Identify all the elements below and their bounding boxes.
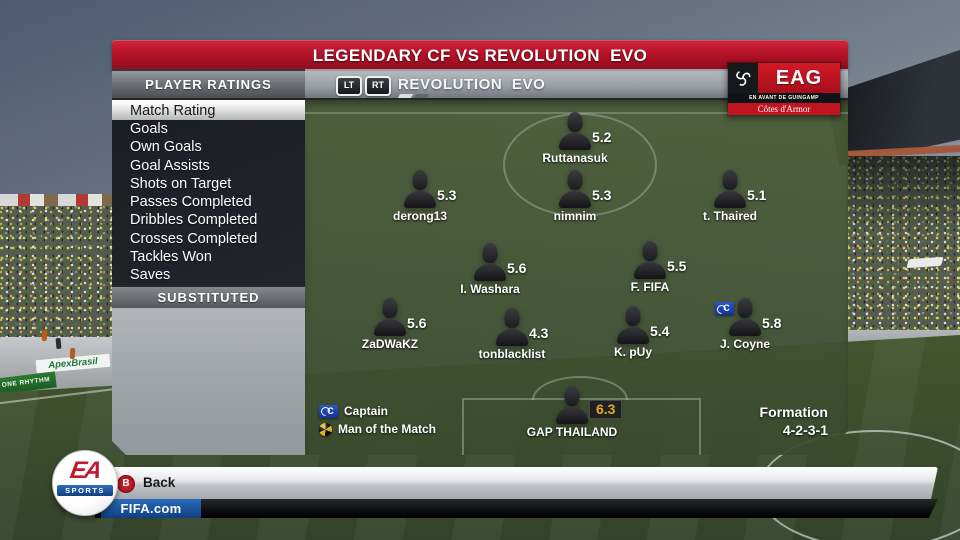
- substituted-label: SUBSTITUTED: [157, 290, 260, 305]
- sidebar-item-goal-assists[interactable]: Goal Assists: [130, 157, 210, 174]
- sidebar-item-passes-completed[interactable]: Passes Completed: [130, 194, 252, 211]
- legend-label: Captain: [344, 404, 389, 418]
- ea-logo-text: EA: [68, 457, 103, 484]
- sidebar-item-crosses-completed[interactable]: Crosses Completed: [130, 230, 258, 247]
- sidebar-item-match-rating[interactable]: Match Rating: [112, 100, 305, 120]
- sidebar-item-goals[interactable]: Goals: [130, 121, 168, 137]
- club-name: EN AVANT DE GUINGAMP: [728, 93, 840, 103]
- club-region: Côtes d'Armor: [728, 103, 840, 115]
- player-ratings-label: PLAYER RATINGS: [145, 77, 272, 92]
- match-title: LEGENDARY CF VS REVOLUTION EVO: [312, 45, 648, 65]
- rt-button[interactable]: RT: [365, 76, 391, 96]
- back-button[interactable]: Back: [143, 475, 176, 490]
- club-abbr: EAG: [775, 67, 823, 89]
- page-dot: [413, 94, 430, 98]
- formation-value: 4-2-3-1: [782, 422, 828, 438]
- penalty-box-line: [462, 398, 701, 457]
- player-ratings-header: PLAYER RATINGS: [112, 69, 305, 100]
- club-badge-top: EAG: [728, 63, 840, 93]
- substituted-panel: [112, 308, 305, 455]
- captain-badge-icon: C: [319, 405, 338, 418]
- crowd-stand-left: [0, 206, 113, 337]
- footer-bar: B Back: [60, 467, 938, 499]
- page-dot: [397, 94, 414, 98]
- sidebar-item-dribbles-completed[interactable]: Dribbles Completed: [130, 212, 258, 229]
- sidebar-item-shots-on-target[interactable]: Shots on Target: [130, 175, 232, 192]
- formation-display: Formation 4-2-3-1: [760, 403, 828, 439]
- b-button-icon[interactable]: B: [117, 475, 135, 493]
- rating-category-list: Match Rating Goals Own Goals Goal Assists Sh…: [112, 100, 305, 285]
- pitch-legend: C Captain Man of the Match: [319, 404, 436, 440]
- crowd-stand-right: [847, 156, 960, 332]
- sidebar-item-own-goals[interactable]: Own Goals: [130, 139, 202, 156]
- page-indicator: [397, 94, 430, 98]
- substituted-header: SUBSTITUTED: [112, 285, 305, 308]
- legend-label: Man of the Match: [338, 422, 436, 436]
- lt-button[interactable]: LT: [336, 76, 362, 96]
- legend-man-of-the-match: Man of the Match: [319, 422, 436, 436]
- ad-hoarding: [0, 194, 113, 206]
- club-badge: EAG EN AVANT DE GUINGAMP Côtes d'Armor: [727, 62, 841, 116]
- sidebar-item-tackles-won[interactable]: Tackles Won: [130, 249, 212, 266]
- fifa-com-link[interactable]: FIFA.com: [101, 499, 201, 518]
- formation-pitch: C Captain Man of the Match Formation 4-2-3…: [305, 100, 848, 455]
- team-name: REVOLUTION EVO: [398, 76, 546, 93]
- ea-sports-logo: EA SPORTS: [52, 450, 118, 516]
- sidebar-item-saves[interactable]: Saves: [130, 267, 171, 284]
- center-circle-line: [503, 113, 657, 217]
- sideline-staff: [38, 328, 98, 368]
- motm-ball-icon: [319, 423, 332, 436]
- footer-strip: FIFA.com: [95, 499, 938, 518]
- triskelion-icon: [728, 63, 758, 93]
- legend-captain: C Captain: [319, 404, 436, 418]
- match-title-bar: LEGENDARY CF VS REVOLUTION EVO: [112, 40, 848, 70]
- formation-label: Formation: [759, 404, 828, 420]
- ea-sports-banner: SPORTS: [57, 485, 113, 496]
